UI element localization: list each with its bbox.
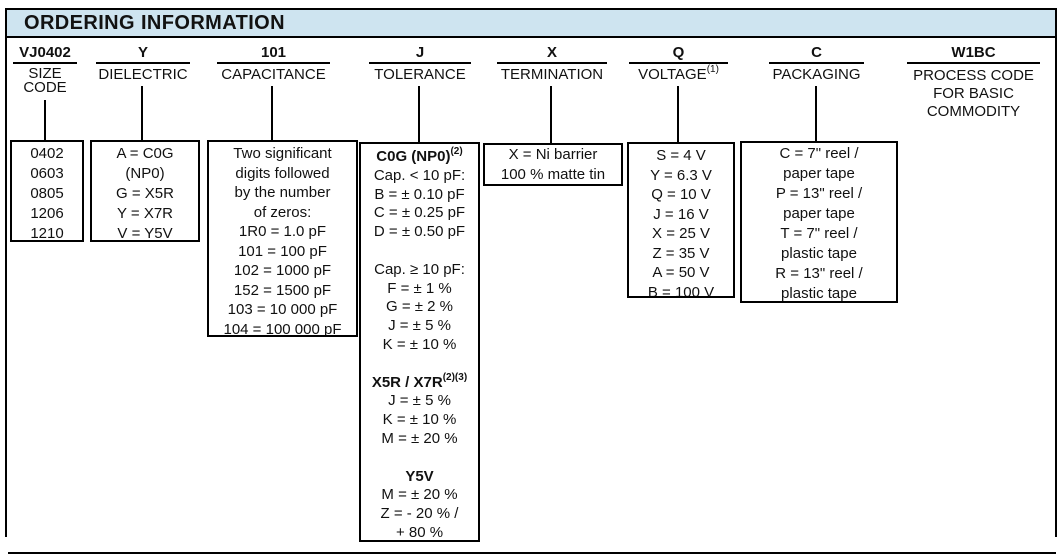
header-underline <box>369 62 471 64</box>
tolerance-line: M = ± 20 % <box>381 429 458 447</box>
header-label-tolerance: TOLERANCE <box>374 66 466 83</box>
voltage-label-text: VOLTAGE <box>638 66 707 83</box>
dielectric-box: A = C0G (NP0) G = X5R Y = X7R V = Y5V <box>90 140 200 242</box>
tolerance-line: K = ± 10 % <box>382 335 457 353</box>
connector-line-size <box>44 100 46 140</box>
header-label-voltage: VOLTAGE(1) <box>629 64 728 83</box>
header-underline <box>96 62 190 64</box>
header-label-packaging: PACKAGING <box>772 66 861 83</box>
footnote-marker: (2) <box>450 146 463 157</box>
header-label-process: PROCESS CODE FOR BASIC COMMODITY <box>913 67 1034 120</box>
tolerance-line: K = ± 10 % <box>382 411 457 429</box>
header-underline <box>217 62 330 64</box>
header-code-process: W1BC <box>951 44 996 61</box>
termination-box: X = Ni barrier 100 % matte tin <box>483 143 623 186</box>
tolerance-line: M = ± 20 % <box>381 486 458 504</box>
size-code-box: 0402 0603 0805 1206 1210 <box>10 140 84 242</box>
voltage-box: S = 4 V Y = 6.3 V Q = 10 V J = 16 V X = … <box>627 142 735 298</box>
tolerance-line: J = ± 5 % <box>388 392 451 410</box>
page-title: ORDERING INFORMATION <box>24 11 285 34</box>
column-voltage: Q VOLTAGE(1) <box>629 44 728 83</box>
header-code-tolerance: J <box>415 44 425 61</box>
header-code-capacitance: 101 <box>260 44 287 61</box>
tolerance-line: C = ± 0.25 pF <box>373 204 466 222</box>
tolerance-line: Y5V <box>405 467 434 485</box>
tolerance-line: F = ± 1 % <box>387 279 452 297</box>
column-capacitance: 101 CAPACITANCE <box>217 44 330 83</box>
header-label-termination: TERMINATION <box>500 66 604 83</box>
header-code-dielectric: Y <box>137 44 148 61</box>
tolerance-box: C0G (NP0)(2) Cap. < 10 pF: B = ± 0.10 pF… <box>359 142 480 542</box>
column-packaging: C PACKAGING <box>769 44 864 83</box>
page-frame: ORDERING INFORMATION <box>5 8 1057 537</box>
connector-line-dielectric <box>141 86 143 140</box>
header-label-dielectric: DIELECTRIC <box>98 66 188 83</box>
tolerance-line: D = ± 0.50 pF <box>373 223 466 241</box>
connector-line-capacitance <box>271 86 273 140</box>
header-underline <box>907 62 1040 64</box>
connector-line-termination <box>550 86 552 143</box>
packaging-box: C = 7" reel / paper tape P = 13" reel / … <box>740 141 898 303</box>
column-dielectric: Y DIELECTRIC <box>96 44 190 83</box>
header-underline <box>629 62 728 64</box>
bottom-divider <box>8 552 1056 554</box>
connector-line-tolerance <box>418 86 420 142</box>
tolerance-line: X5R / X7R(2)(3) <box>371 371 468 391</box>
tolerance-line: G = ± 2 % <box>385 298 453 316</box>
header-code-packaging: C <box>811 44 822 61</box>
tolerance-line: + 80 % <box>395 523 444 541</box>
voltage-footnote-marker: (1) <box>706 64 719 75</box>
tolerance-line: Cap. ≥ 10 pF: <box>374 260 465 278</box>
tolerance-line: B = ± 0.10 pF <box>374 185 465 203</box>
tolerance-line: J = ± 5 % <box>388 317 451 335</box>
header-code-voltage: Q <box>672 44 685 61</box>
capacitance-box: Two significant digits followed by the n… <box>207 140 358 337</box>
header-code-termination: X <box>546 44 557 61</box>
header-underline <box>769 62 864 64</box>
connector-line-packaging <box>815 86 817 141</box>
column-tolerance: J TOLERANCE <box>369 44 471 83</box>
column-process-code: W1BC PROCESS CODE FOR BASIC COMMODITY <box>907 44 1040 121</box>
tolerance-line: C0G (NP0)(2) <box>376 146 463 166</box>
tolerance-line: Cap. < 10 pF: <box>373 166 466 184</box>
connector-line-voltage <box>677 86 679 142</box>
header-label-capacitance: CAPACITANCE <box>221 66 326 83</box>
footnote-marker: (2)(3) <box>442 371 468 383</box>
column-size-code: VJ0402 SIZE CODE <box>13 44 77 95</box>
title-bar: ORDERING INFORMATION <box>7 10 1055 38</box>
header-code-size: VJ0402 <box>19 44 71 61</box>
tolerance-line <box>361 242 478 261</box>
tolerance-line <box>361 355 478 374</box>
header-underline <box>497 62 607 64</box>
header-underline <box>13 62 77 64</box>
tolerance-line: Z = - 20 % / <box>380 505 459 523</box>
tolerance-line <box>361 449 478 468</box>
column-termination: X TERMINATION <box>497 44 607 83</box>
header-label-size: SIZE CODE <box>23 65 67 96</box>
